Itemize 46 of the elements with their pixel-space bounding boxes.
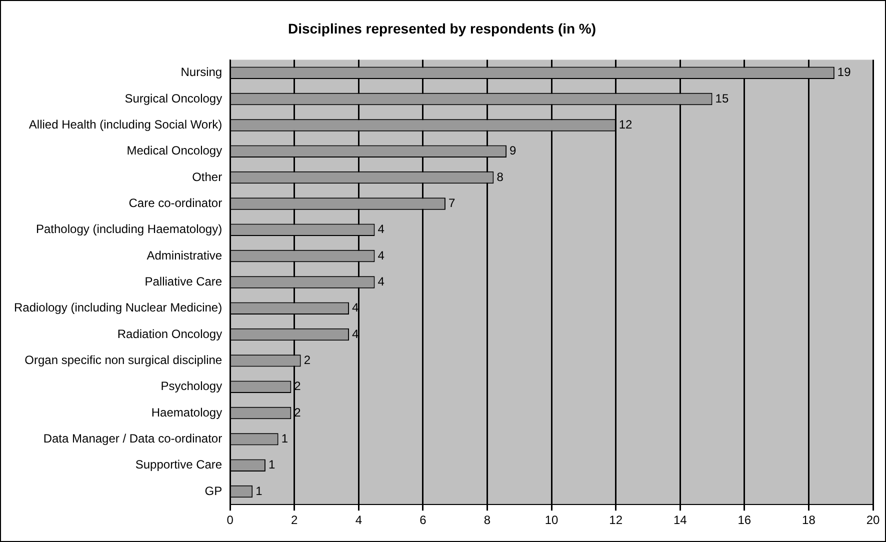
data-label: 2	[304, 353, 311, 368]
x-tick-label: 0	[226, 513, 234, 528]
x-tick-label: 12	[609, 513, 623, 528]
x-tick-label: 18	[802, 513, 816, 528]
x-tick-label: 6	[420, 513, 427, 528]
x-tick-label: 16	[738, 513, 752, 528]
x-tick-label: 10	[544, 513, 559, 528]
data-label: 4	[378, 222, 385, 236]
data-label: 4	[378, 274, 385, 289]
data-label: 4	[352, 300, 360, 315]
y-tick-label: GP	[204, 484, 222, 498]
data-label: 1	[281, 432, 288, 446]
x-tick-label: 14	[673, 513, 688, 528]
y-tick-label: Radiology (including Nuclear Medicine)	[14, 300, 222, 315]
x-tick-label: 8	[484, 513, 491, 528]
data-label: 2	[294, 405, 302, 420]
data-label: 15	[715, 91, 729, 106]
x-tick-label: 20	[866, 513, 880, 528]
y-tick-label: Other	[192, 170, 222, 184]
y-tick-label: Haematology	[151, 405, 222, 420]
data-label: 2	[294, 379, 302, 394]
chart-title: Disciplines represented by respondents (in %)	[288, 20, 596, 36]
y-tick-label: Palliative Care	[144, 274, 222, 289]
data-label: 4	[378, 248, 385, 262]
y-tick-label: Medical Oncology	[126, 144, 222, 158]
data-label: 12	[618, 118, 633, 132]
y-tick-label: Data Manager / Data co-ordinator	[43, 432, 222, 446]
data-label: 19	[837, 65, 852, 80]
x-tick-label: 4	[355, 513, 362, 528]
y-tick-label: Radiation Oncology	[117, 326, 222, 341]
data-label: 7	[448, 196, 456, 210]
y-tick-label: Allied Health (including Social Work)	[28, 118, 222, 132]
y-tick-label: Surgical Oncology	[124, 91, 222, 106]
data-label: 4	[352, 326, 360, 341]
y-tick-label: Psychology	[160, 379, 222, 394]
y-tick-label: Administrative	[146, 248, 222, 262]
data-label: 1	[268, 458, 276, 472]
y-tick-label: Supportive Care	[135, 458, 222, 472]
y-tick-label: Pathology (including Haematology)	[36, 222, 222, 236]
y-tick-label: Organ specific non surgical discipline	[24, 353, 222, 368]
data-label: 8	[496, 170, 504, 184]
data-label: 9	[510, 144, 517, 158]
y-tick-label: Nursing	[180, 65, 222, 80]
x-tick-label: 2	[291, 513, 298, 528]
data-label: 1	[256, 484, 263, 498]
y-tick-label: Care co-ordinator	[128, 196, 222, 210]
